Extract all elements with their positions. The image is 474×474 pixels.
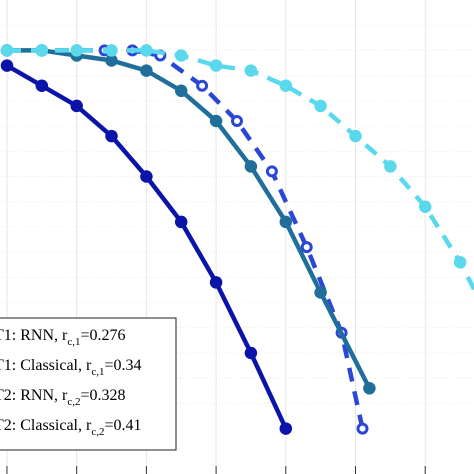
data-point <box>0 44 14 57</box>
data-point <box>244 64 258 77</box>
data-point <box>453 255 467 269</box>
data-point <box>384 160 397 173</box>
data-point <box>0 59 14 72</box>
data-point <box>105 44 118 57</box>
data-point <box>244 346 258 360</box>
data-point <box>314 99 327 113</box>
axes <box>6 466 426 474</box>
data-point <box>209 276 223 289</box>
legend-box <box>0 317 177 451</box>
data-point <box>349 129 362 143</box>
data-point <box>140 44 153 57</box>
legend: T1: RNN, rc,1=0.276 T1: Classical, rc,1=0… <box>0 317 177 451</box>
legend-entry: T1: RNN, rc,1=0.276 <box>0 327 126 348</box>
legend-entry: T1: Classical, rc,1=0.34 <box>0 357 141 378</box>
series-layer <box>0 44 474 435</box>
series-1 <box>0 59 293 435</box>
data-point <box>231 115 243 127</box>
data-point <box>356 422 369 435</box>
data-point <box>174 49 188 62</box>
data-point <box>105 129 118 143</box>
data-point <box>279 215 293 229</box>
legend-entry: T2: RNN, rc,2=0.328 <box>0 387 126 408</box>
data-point <box>300 241 313 254</box>
data-point <box>209 59 223 72</box>
data-point <box>70 99 83 113</box>
data-point <box>140 64 153 77</box>
data-point <box>314 286 327 299</box>
data-point <box>363 382 376 395</box>
data-point <box>196 79 209 92</box>
data-point <box>174 215 188 229</box>
data-point <box>35 44 49 57</box>
legend-entry: T2: Classical, rc,2=0.41 <box>0 417 141 438</box>
data-point <box>279 79 293 92</box>
data-point <box>244 160 258 173</box>
data-point <box>140 170 153 183</box>
data-point <box>70 44 83 57</box>
data-point <box>418 200 432 213</box>
data-point <box>265 165 278 178</box>
data-point <box>209 114 223 128</box>
series-4 <box>0 44 474 294</box>
data-point <box>279 422 293 435</box>
data-point <box>174 84 188 98</box>
data-point <box>35 79 49 92</box>
series-line <box>7 48 365 430</box>
